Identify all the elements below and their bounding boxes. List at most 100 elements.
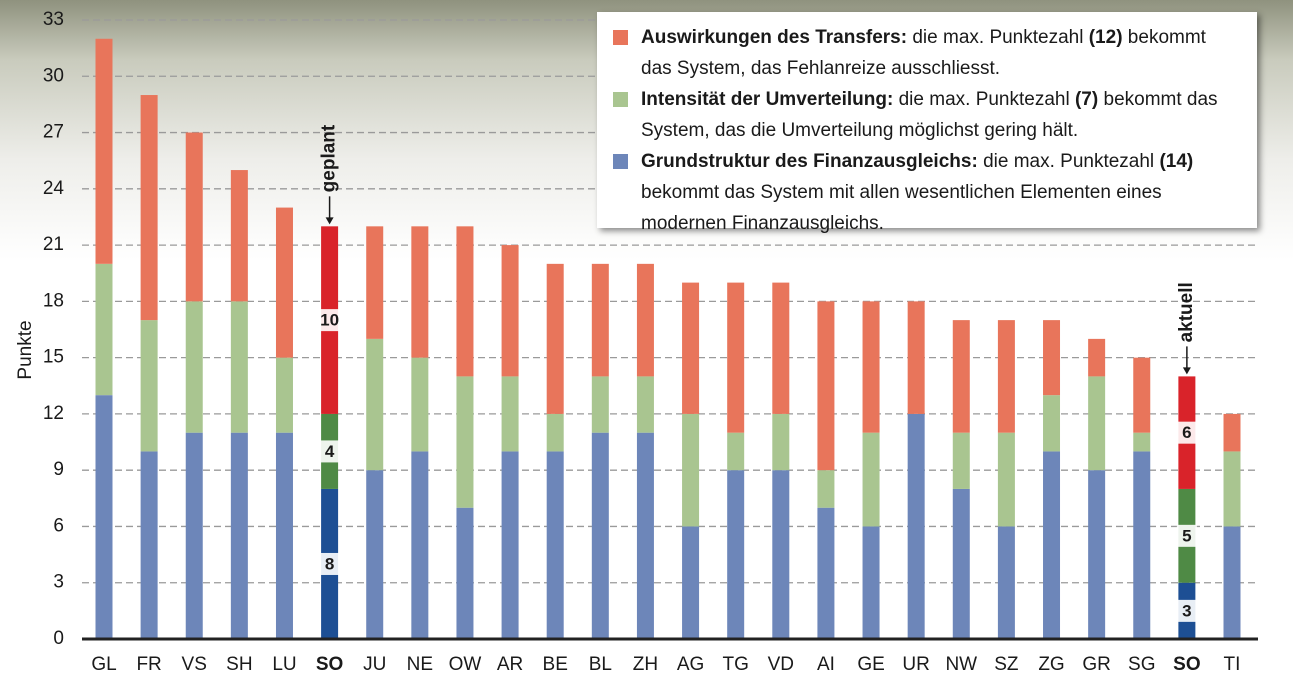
x-tick-label: OW (449, 654, 482, 675)
bar-segment (1043, 320, 1061, 396)
value-label: 4 (325, 442, 335, 461)
x-tick-label: AG (677, 654, 704, 675)
value-label-box (1176, 421, 1197, 444)
bar-segment (411, 357, 429, 452)
value-label: 5 (1182, 526, 1191, 545)
bar-segment (95, 263, 113, 396)
bar-segment (1043, 451, 1061, 639)
bar-segment (817, 301, 835, 471)
bar-segment (772, 413, 790, 471)
bar-segment (411, 226, 429, 358)
value-label-box (319, 440, 340, 463)
bar-segment (1133, 451, 1151, 639)
legend-text: (14) (1159, 151, 1194, 172)
bar-segment (772, 282, 790, 414)
bar-segment (727, 282, 745, 433)
x-tick-label: SG (1128, 654, 1155, 675)
y-tick-label: 33 (43, 9, 64, 30)
bar-segment (862, 432, 880, 527)
x-tick-label: VD (768, 654, 794, 675)
x-tick-label: GL (91, 654, 116, 675)
bar-segment (501, 245, 519, 377)
legend-text: die max. Punktezahl (983, 151, 1160, 172)
bar-segment (727, 470, 745, 639)
x-tick-label: FR (136, 654, 161, 675)
bar-segment (1133, 432, 1151, 452)
bar-segment (456, 507, 474, 639)
legend-text: Grundstruktur des Finanzausgleichs: (641, 151, 978, 172)
bar-segment (95, 38, 113, 264)
bar-segment (185, 132, 203, 302)
legend-text: bekommt das System, das die Umverteilung… (641, 89, 1218, 141)
bar-segment (275, 432, 293, 639)
legend-entry: Grundstruktur des Finanzausgleichs: die … (613, 146, 1241, 239)
bar-segment (1088, 470, 1106, 639)
bar-segment (1223, 451, 1241, 527)
x-tick-label: VS (182, 654, 207, 675)
bar-segment (817, 470, 835, 508)
bar-segment (275, 357, 293, 433)
y-tick-label: 24 (43, 178, 65, 199)
bar-segment (456, 376, 474, 508)
legend-swatch (613, 30, 628, 45)
legend-entry: Auswirkungen des Transfers: die max. Pun… (613, 22, 1241, 84)
x-tick-label: TI (1224, 654, 1241, 675)
bar-segment (501, 451, 519, 639)
bar-segment (185, 301, 203, 433)
bar-segment (907, 413, 925, 639)
bar-segment (1088, 376, 1106, 471)
legend-text: (12) (1088, 27, 1123, 48)
x-tick-label: LU (272, 654, 296, 675)
bar-segment (952, 488, 970, 639)
bar-segment (1088, 338, 1106, 377)
bar-segment (366, 470, 384, 639)
y-tick-label: 21 (43, 234, 64, 255)
bar-segment (1223, 413, 1241, 452)
legend-text: bekommt das System, das Fehlanreize auss… (641, 27, 1206, 79)
bar-segment (366, 226, 384, 339)
value-label-box (1176, 599, 1197, 622)
bar-segment (140, 320, 158, 452)
bar-segment (411, 451, 429, 639)
x-tick-label: BL (589, 654, 612, 675)
x-tick-label: TG (722, 654, 748, 675)
bar-segment (456, 226, 474, 377)
legend-swatch (613, 154, 628, 169)
value-label-box (319, 552, 340, 575)
bar-segment (185, 432, 203, 639)
bar-segment (546, 263, 564, 414)
bar-segment (997, 320, 1015, 433)
y-tick-label: 9 (53, 459, 64, 480)
bar-segment (997, 432, 1015, 527)
bar-segment (230, 301, 248, 433)
bar-segment (952, 432, 970, 489)
bar-segment (636, 376, 654, 433)
legend-text: die max. Punktezahl (898, 89, 1075, 110)
bar-segment (1043, 395, 1061, 452)
x-tick-label: UR (902, 654, 929, 675)
legend-text: Intensität der Umverteilung: (641, 89, 894, 110)
annotation-arrowhead (1182, 367, 1191, 375)
bar-segment (862, 526, 880, 639)
bar-segment (907, 301, 925, 414)
y-tick-label: 3 (53, 572, 64, 593)
bar-segment (230, 170, 248, 302)
x-tick-label: NW (945, 654, 977, 675)
legend-text: die max. Punktezahl (912, 27, 1089, 48)
value-label-box (1176, 524, 1197, 547)
x-tick-label: AR (497, 654, 523, 675)
y-tick-label: 12 (43, 403, 64, 424)
bar-segment (140, 95, 158, 321)
legend-text: (7) (1074, 89, 1099, 110)
bar-segment (95, 395, 113, 639)
bar-segment (501, 376, 519, 452)
bar-segment (636, 432, 654, 639)
bar-segment (546, 413, 564, 452)
x-tick-label: AI (817, 654, 835, 675)
bar-segment (682, 526, 700, 639)
bar-segment (591, 263, 609, 377)
bar-segment (230, 432, 248, 639)
bar-segment (772, 470, 790, 639)
